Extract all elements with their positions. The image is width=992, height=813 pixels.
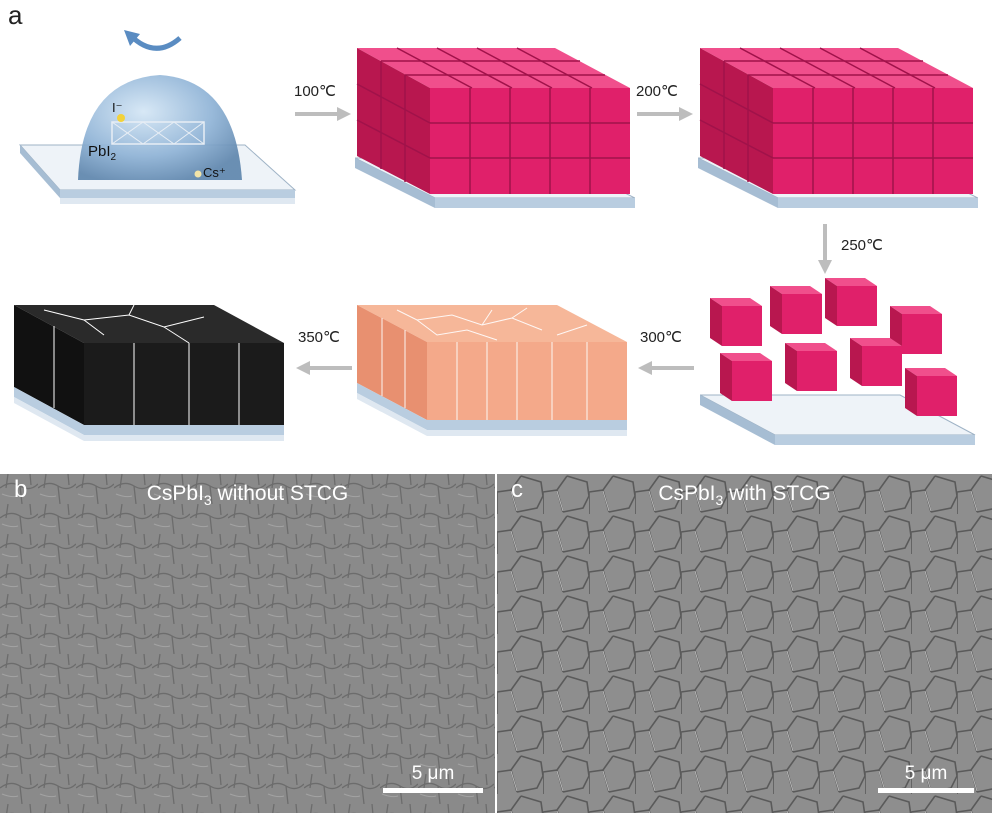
- scale-bar-b: 5 μm: [383, 763, 483, 793]
- iodide-ion-dot: [117, 114, 125, 122]
- cs-label: Cs⁺: [203, 165, 226, 180]
- arrow-left-icon: [638, 361, 694, 375]
- sem-texture: [497, 474, 992, 813]
- scale-bar-c: 5 μm: [878, 763, 974, 793]
- step-label-350: 350℃: [298, 329, 340, 346]
- panel-b-label: b: [14, 476, 28, 503]
- precursor-dome-illustration: [18, 30, 297, 204]
- cube-stack-100C: [355, 47, 635, 208]
- step-label-200: 200℃: [636, 83, 678, 100]
- arrow-left-icon: [296, 361, 352, 375]
- pbi2-label: PbI2: [88, 143, 117, 163]
- separated-cubes-250C: [700, 278, 976, 445]
- panel-b-title: CsPbI3 without STCG: [146, 482, 349, 509]
- step-label-300: 300℃: [640, 329, 682, 346]
- sem-texture: [0, 474, 495, 813]
- panel-c-label: c: [511, 476, 523, 503]
- panel-a-label: a: [8, 0, 23, 30]
- arrow-right-icon: [295, 107, 351, 121]
- sem-image-with-stcg: c CsPbI3 with STCG 5 μm: [497, 474, 992, 813]
- black-film-350C: [14, 304, 284, 441]
- arrow-right-icon: [637, 107, 693, 121]
- iodide-label: I⁻: [112, 100, 123, 115]
- panel-c-title: CsPbI3 with STCG: [658, 482, 831, 509]
- sem-image-without-stcg: b CsPbI3 without STCG 5 μm: [0, 474, 495, 813]
- cs-ion-dot: [194, 170, 202, 178]
- peach-film-300C: [357, 305, 627, 436]
- step-label-100: 100℃: [294, 83, 336, 100]
- cube-stack-200C: [698, 47, 978, 208]
- arrow-down-icon: [818, 224, 832, 274]
- step-label-250: 250℃: [841, 237, 883, 254]
